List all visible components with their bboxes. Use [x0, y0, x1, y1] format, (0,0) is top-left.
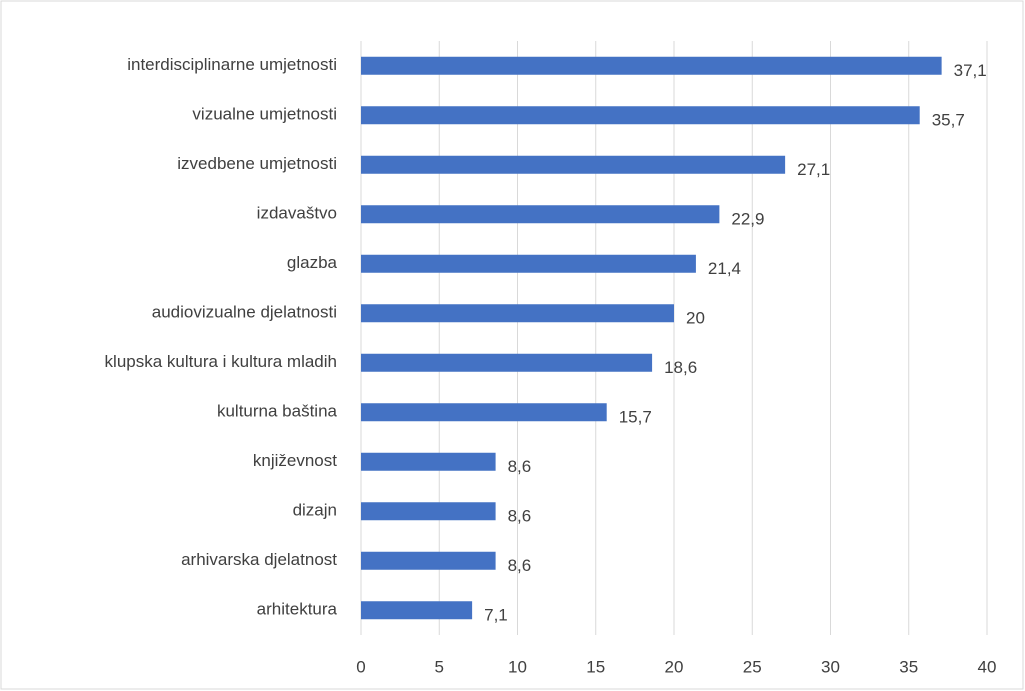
x-tick-label: 5 — [435, 657, 444, 676]
bar — [361, 56, 942, 75]
bar — [361, 452, 496, 471]
y-tick-label: izvedbene umjetnosti — [177, 154, 337, 173]
x-tick-label: 30 — [821, 657, 840, 676]
x-tick-label: 35 — [899, 657, 918, 676]
data-label: 21,4 — [708, 259, 741, 278]
data-label: 15,7 — [619, 408, 652, 427]
bar — [361, 403, 607, 422]
data-label: 22,9 — [731, 210, 764, 229]
data-label: 18,6 — [664, 358, 697, 377]
y-tick-label: arhivarska djelatnost — [181, 550, 337, 569]
x-tick-label: 40 — [978, 657, 997, 676]
y-tick-label: audiovizualne djelatnosti — [152, 303, 337, 322]
data-label: 27,1 — [797, 160, 830, 179]
x-tick-label: 15 — [586, 657, 605, 676]
y-tick-label: dizajn — [293, 501, 337, 520]
bar — [361, 155, 786, 174]
data-label: 8,6 — [508, 507, 532, 526]
data-label: 20 — [686, 309, 705, 328]
y-tick-label: kulturna baština — [217, 402, 338, 421]
bar — [361, 502, 496, 521]
data-label: 8,6 — [508, 556, 532, 575]
data-label: 37,1 — [954, 61, 987, 80]
data-label: 8,6 — [508, 457, 532, 476]
bar — [361, 601, 473, 620]
x-tick-label: 20 — [665, 657, 684, 676]
bar — [361, 205, 720, 224]
data-label: 7,1 — [484, 606, 508, 625]
y-tick-label: klupska kultura i kultura mladih — [105, 352, 337, 371]
x-tick-label: 0 — [356, 657, 365, 676]
bar — [361, 304, 674, 323]
y-tick-label: arhitektura — [257, 600, 338, 619]
bar — [361, 551, 496, 570]
bar — [361, 254, 696, 273]
data-label: 35,7 — [932, 111, 965, 130]
y-tick-label: glazba — [287, 253, 338, 272]
y-tick-label: interdisciplinarne umjetnosti — [127, 55, 337, 74]
x-tick-label: 25 — [743, 657, 762, 676]
y-tick-label: vizualne umjetnosti — [192, 105, 337, 124]
x-tick-label: 10 — [508, 657, 527, 676]
y-tick-label: izdavaštvo — [257, 204, 337, 223]
y-tick-label: književnost — [253, 451, 337, 470]
bar — [361, 106, 920, 125]
bar — [361, 353, 653, 372]
